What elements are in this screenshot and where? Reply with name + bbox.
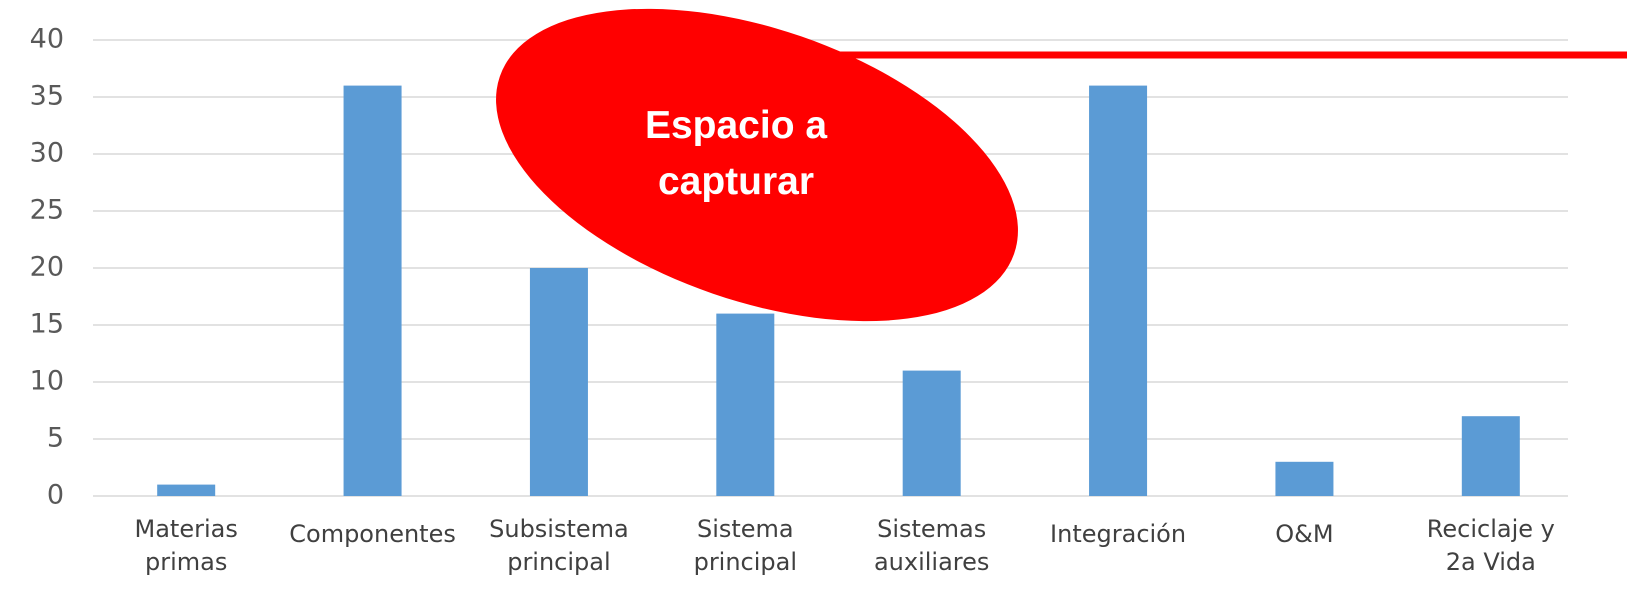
- bar: [157, 484, 216, 496]
- x-tick-label: O&M: [1275, 520, 1333, 548]
- bar: [716, 313, 775, 496]
- y-tick-label: 40: [30, 24, 64, 55]
- x-tick-label: Materias primas: [135, 515, 238, 576]
- x-tick-label: Reciclaje y 2a Vida: [1427, 515, 1555, 576]
- annotation-ellipse: [496, 8, 1018, 322]
- bar: [529, 268, 588, 496]
- bar: [343, 85, 402, 496]
- x-tick-label: Integración: [1050, 520, 1186, 548]
- x-tick-label: Sistema principal: [694, 515, 797, 576]
- x-tick-label: Sistemas auxiliares: [874, 515, 989, 576]
- y-tick-label: 0: [47, 480, 64, 511]
- y-tick-label: 25: [30, 195, 64, 226]
- annotation: [496, 8, 1018, 322]
- y-tick-label: 30: [30, 138, 64, 169]
- bar: [902, 370, 961, 496]
- y-tick-label: 15: [30, 309, 64, 340]
- y-tick-label: 20: [30, 252, 64, 283]
- y-tick-label: 5: [47, 423, 64, 454]
- x-tick-label: Componentes: [289, 520, 456, 548]
- bar: [1275, 461, 1334, 496]
- x-tick-label: Subsistema principal: [489, 515, 629, 576]
- y-tick-label: 35: [30, 81, 64, 112]
- bar: [1461, 416, 1520, 496]
- annotation-text: Espacio a capturar: [645, 104, 827, 203]
- bar: [1089, 85, 1148, 496]
- y-tick-label: 10: [30, 366, 64, 397]
